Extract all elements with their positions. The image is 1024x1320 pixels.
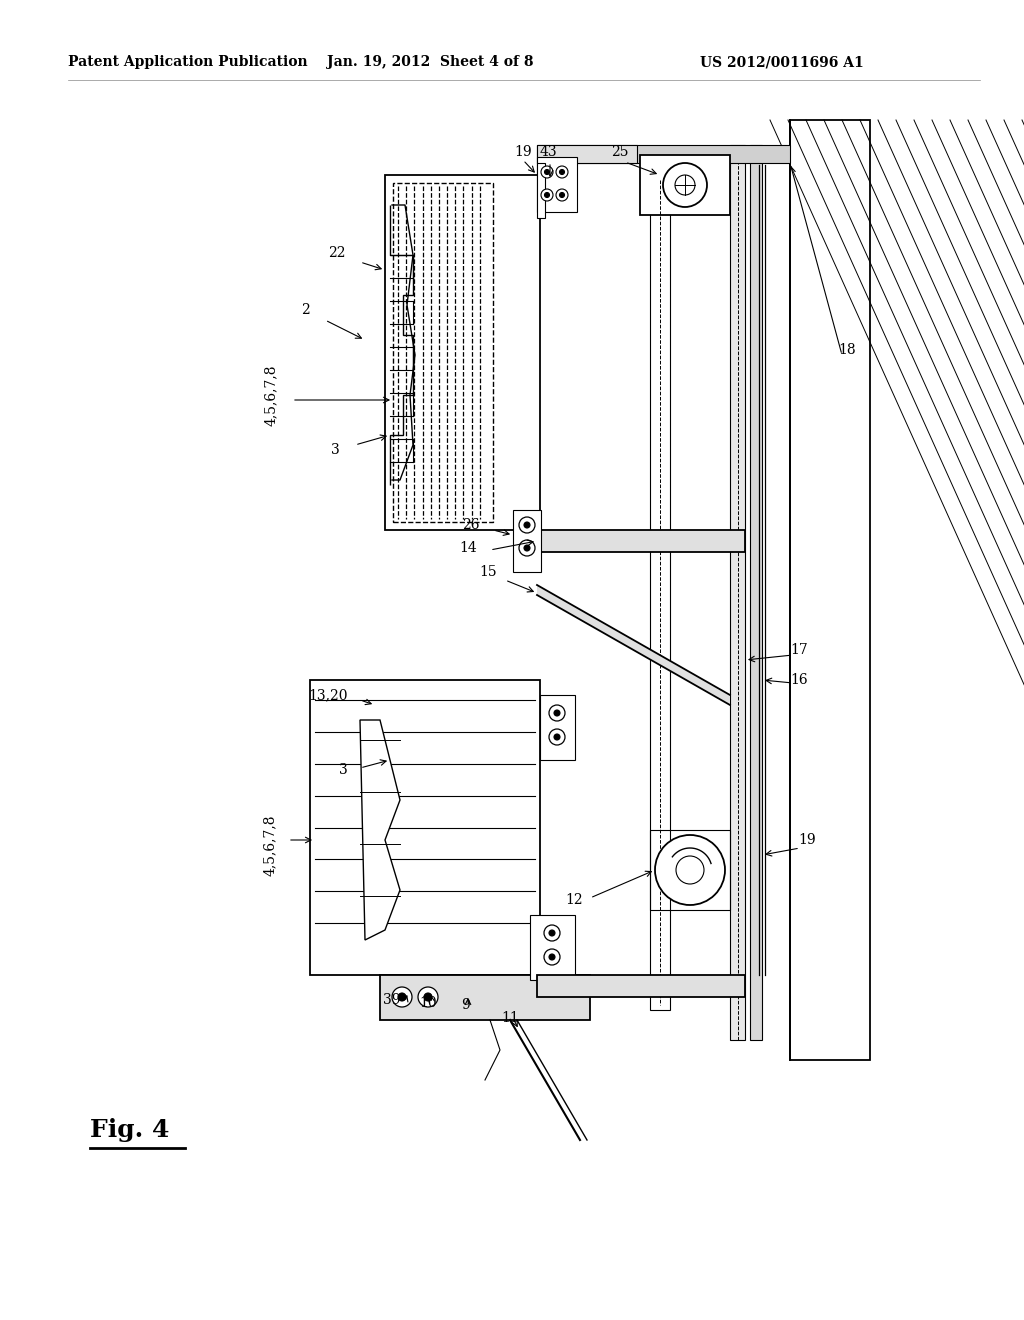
Circle shape (544, 949, 560, 965)
Circle shape (675, 176, 695, 195)
Text: 14: 14 (459, 541, 477, 554)
Text: 15: 15 (479, 565, 497, 579)
Circle shape (549, 705, 565, 721)
Polygon shape (360, 719, 400, 940)
Bar (310, 680, 540, 975)
Text: 19: 19 (798, 833, 816, 847)
Bar (537, 145, 637, 162)
Circle shape (554, 710, 560, 715)
Bar (640, 154, 730, 215)
Text: Patent Application Publication: Patent Application Publication (68, 55, 307, 69)
Circle shape (559, 169, 564, 174)
Text: 25: 25 (611, 145, 629, 158)
Text: 3: 3 (331, 444, 340, 457)
Circle shape (655, 836, 725, 906)
Bar (650, 176, 670, 1010)
Text: 18: 18 (838, 343, 856, 356)
Circle shape (398, 993, 406, 1001)
Text: 4,5,6,7,8: 4,5,6,7,8 (263, 814, 278, 875)
Bar (540, 696, 575, 760)
Text: Jan. 19, 2012  Sheet 4 of 8: Jan. 19, 2012 Sheet 4 of 8 (327, 55, 534, 69)
Bar (537, 145, 790, 162)
Circle shape (392, 987, 412, 1007)
Circle shape (676, 855, 705, 884)
Text: Fig. 4: Fig. 4 (90, 1118, 170, 1142)
Text: 43: 43 (540, 145, 557, 158)
Circle shape (556, 189, 568, 201)
Text: 26: 26 (463, 517, 480, 532)
Circle shape (554, 734, 560, 741)
Bar (513, 510, 541, 572)
Circle shape (519, 517, 535, 533)
Text: 4,5,6,7,8: 4,5,6,7,8 (264, 364, 278, 426)
Bar (537, 531, 745, 552)
Circle shape (663, 162, 707, 207)
Polygon shape (537, 585, 730, 705)
Circle shape (524, 521, 530, 528)
Circle shape (559, 193, 564, 198)
Circle shape (541, 166, 553, 178)
Text: 10: 10 (419, 997, 437, 1010)
Bar (530, 915, 575, 979)
Text: 13,20: 13,20 (308, 688, 348, 702)
Bar (650, 830, 730, 909)
Bar (790, 120, 870, 1060)
Circle shape (424, 993, 432, 1001)
Text: 3: 3 (339, 763, 348, 777)
Text: 12: 12 (565, 894, 583, 907)
Circle shape (545, 169, 550, 174)
Circle shape (541, 189, 553, 201)
Text: 16: 16 (790, 673, 808, 686)
Bar (380, 975, 590, 1020)
Text: 9: 9 (461, 998, 469, 1012)
Text: 22: 22 (329, 246, 346, 260)
Circle shape (524, 545, 530, 550)
Text: 17: 17 (790, 643, 808, 657)
Bar (537, 162, 545, 218)
Circle shape (519, 540, 535, 556)
Text: 19: 19 (514, 145, 531, 158)
Text: 39: 39 (383, 993, 400, 1007)
Bar (393, 183, 493, 521)
Circle shape (418, 987, 438, 1007)
Bar (537, 975, 745, 997)
Circle shape (549, 729, 565, 744)
Text: 2: 2 (301, 304, 310, 317)
Circle shape (545, 193, 550, 198)
Bar (730, 145, 745, 1040)
Circle shape (544, 925, 560, 941)
Circle shape (549, 931, 555, 936)
Circle shape (556, 166, 568, 178)
Bar (537, 157, 577, 213)
Text: 11: 11 (501, 1011, 519, 1026)
Text: US 2012/0011696 A1: US 2012/0011696 A1 (700, 55, 864, 69)
Bar (385, 176, 540, 531)
Circle shape (549, 954, 555, 960)
Bar (750, 145, 762, 1040)
